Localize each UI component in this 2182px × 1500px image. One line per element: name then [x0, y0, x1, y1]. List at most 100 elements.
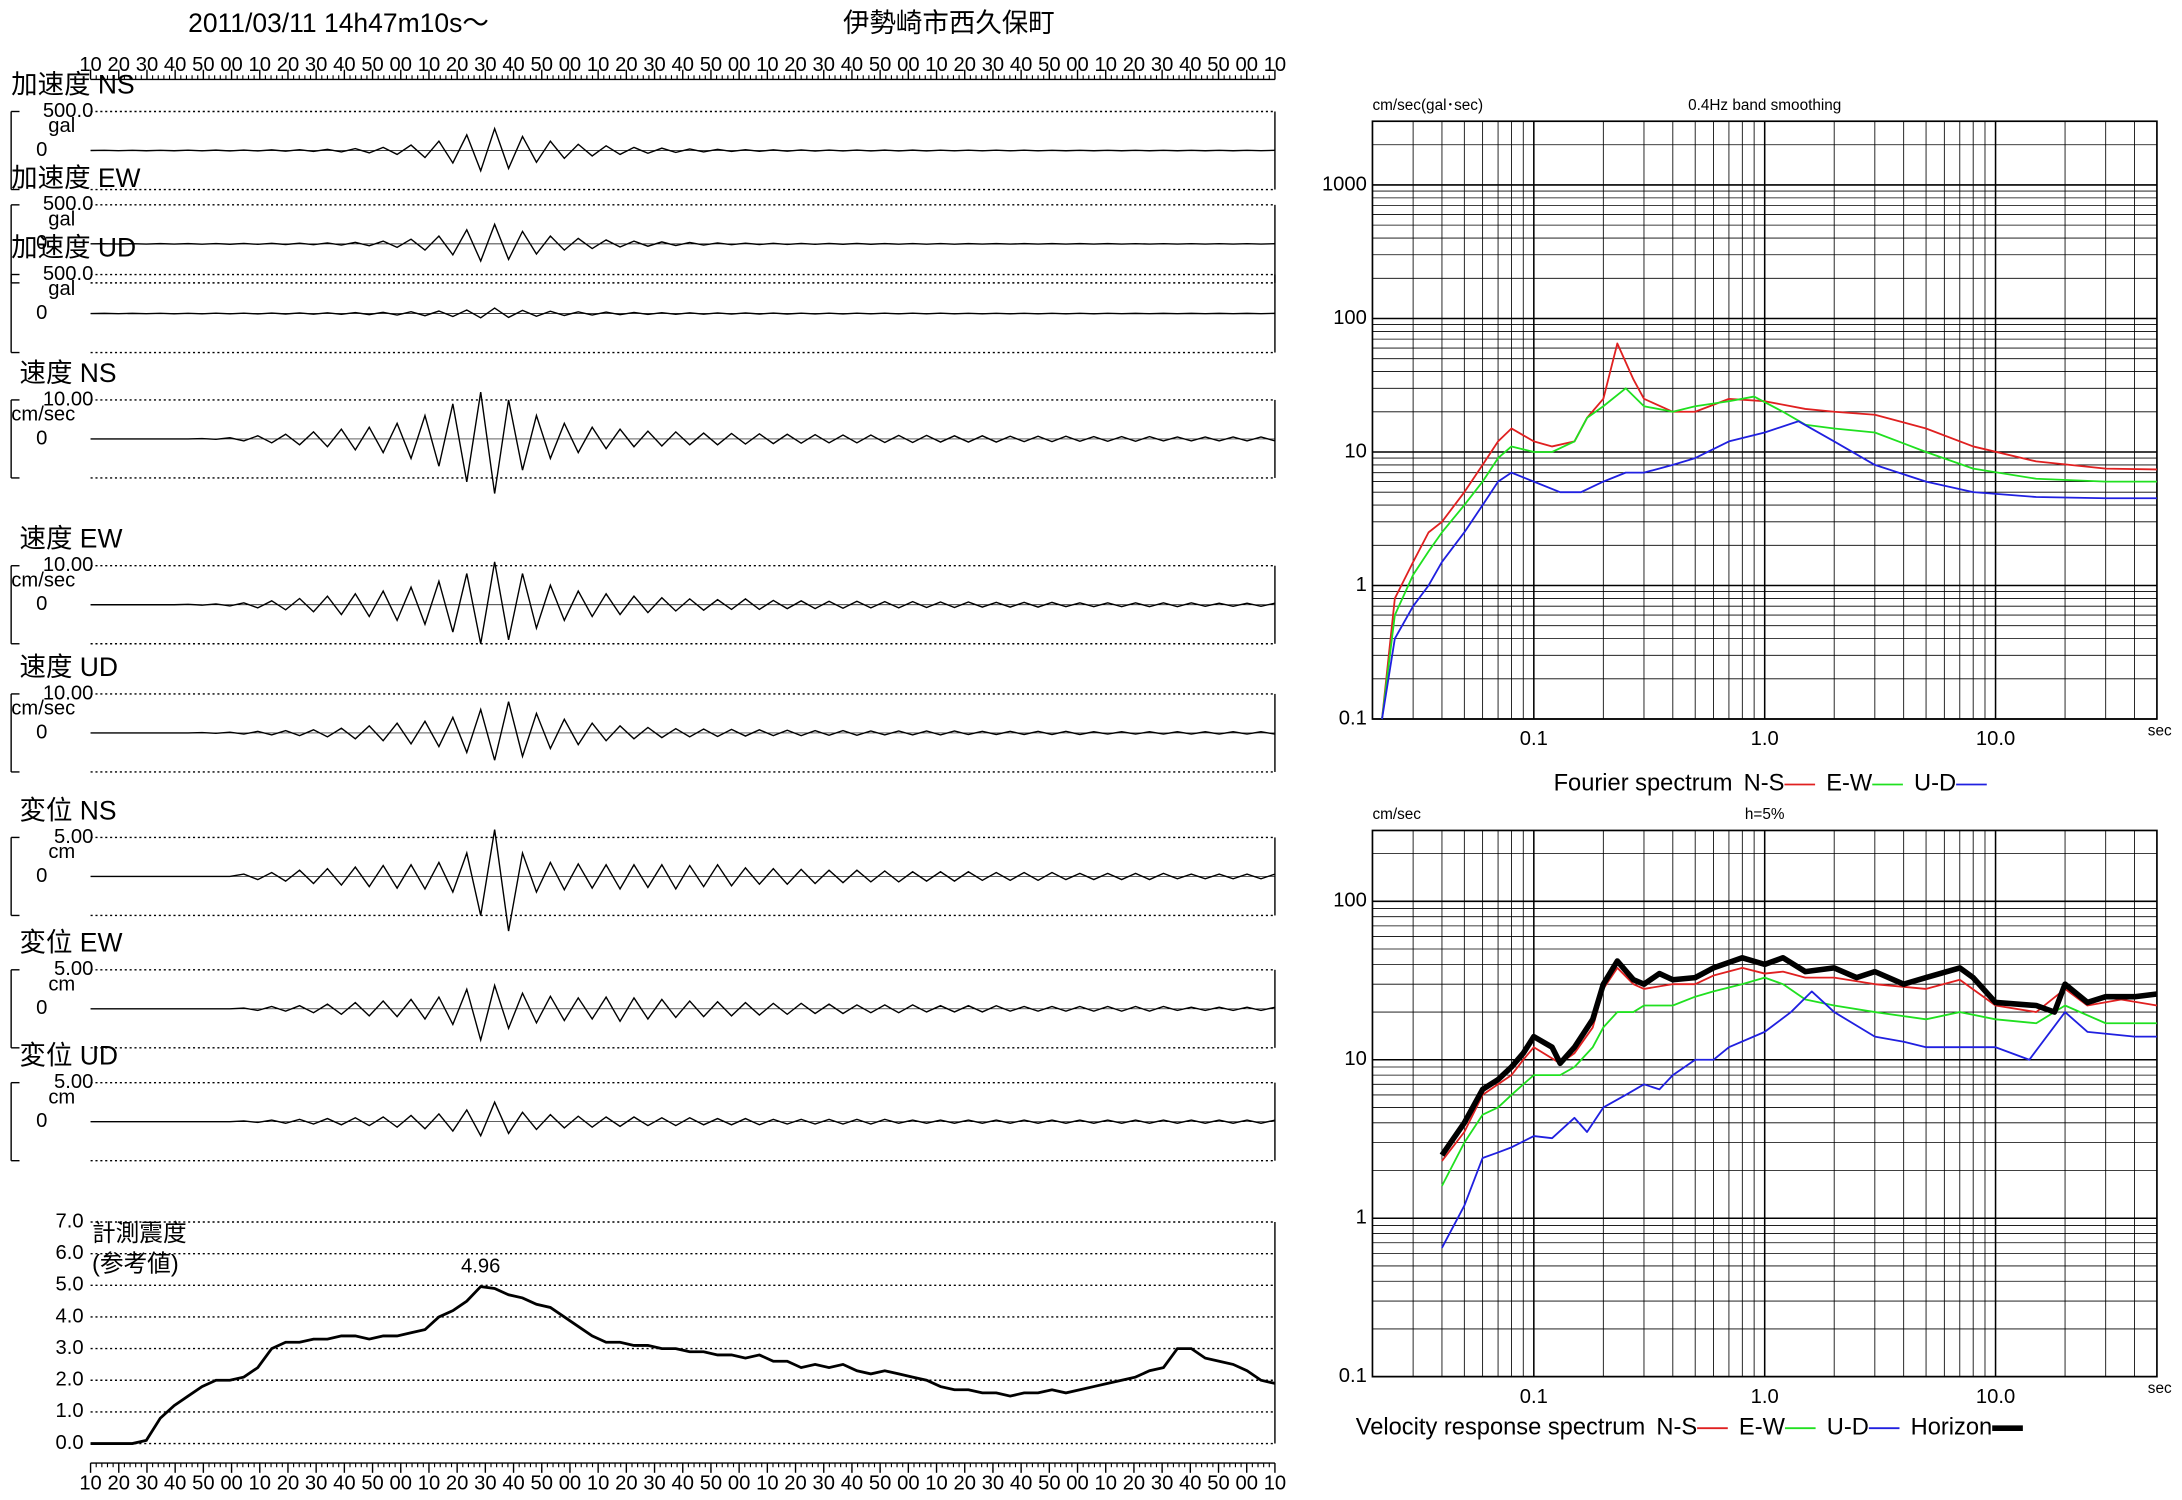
time-label: 10	[587, 1472, 609, 1494]
trace	[90, 126, 1275, 173]
time-label: 30	[474, 1472, 496, 1494]
y-tick-label: 10.00	[43, 388, 94, 410]
datetime: 2011/03/11 14h47m10s〜	[188, 8, 489, 38]
y-tick-label: 1	[1356, 574, 1367, 596]
time-label: 50	[869, 1472, 891, 1494]
x-tick-label: 0.1	[1520, 1386, 1548, 1408]
unit-label: cm/sec	[11, 698, 75, 720]
time-label: 20	[784, 1472, 806, 1494]
time-label: 20	[784, 54, 806, 76]
time-label: 00	[1235, 1472, 1257, 1494]
y-tick-label: 7.0	[56, 1210, 84, 1232]
time-label: 20	[108, 54, 130, 76]
time-label: 40	[502, 1472, 524, 1494]
y-tick-label: 2.0	[56, 1369, 84, 1391]
legend-label: N-S	[1656, 1414, 1697, 1440]
spectrum-line	[1381, 420, 2157, 720]
time-label: 30	[305, 54, 327, 76]
trace	[90, 392, 1276, 494]
time-label: 00	[220, 1472, 242, 1494]
time-label: 50	[192, 54, 214, 76]
time-label: 30	[305, 1472, 327, 1494]
trace	[90, 222, 1275, 263]
panel-title: h=5%	[1745, 806, 1785, 823]
time-label: 20	[1123, 54, 1145, 76]
y-tick-label: 0	[36, 593, 47, 615]
trace-title: 変位 UD	[20, 1041, 119, 1071]
time-label: 50	[1038, 1472, 1060, 1494]
unit-label: cm	[48, 1086, 75, 1108]
trace-title: 速度 EW	[20, 524, 123, 554]
time-label: 40	[841, 1472, 863, 1494]
time-label: 00	[390, 1472, 412, 1494]
y-tick-label: 6.0	[56, 1242, 84, 1264]
time-label: 20	[615, 54, 637, 76]
y-tick-label: 0	[36, 997, 47, 1019]
time-label: 40	[1010, 54, 1032, 76]
time-label: 30	[474, 54, 496, 76]
time-label: 00	[897, 1472, 919, 1494]
y-tick-label: 0.1	[1339, 1365, 1367, 1387]
y-tick-label: 0	[36, 865, 47, 887]
time-label: 50	[531, 1472, 553, 1494]
time-label: 40	[1179, 54, 1201, 76]
x-axis-label: sec	[2148, 1380, 2172, 1397]
time-label: 50	[700, 54, 722, 76]
y-tick-label: 10	[1344, 440, 1366, 462]
x-tick-label: 1.0	[1751, 728, 1779, 750]
trace	[90, 307, 1275, 319]
x-tick-label: 1.0	[1751, 1386, 1779, 1408]
legend-title: Fourier spectrum	[1554, 771, 1733, 797]
time-label: 10	[925, 1472, 947, 1494]
trace	[90, 1100, 1276, 1138]
y-tick-label: 1000	[1322, 173, 1367, 195]
trace-title: 加速度 UD	[11, 232, 136, 262]
trace	[90, 982, 1276, 1043]
time-label: 40	[333, 54, 355, 76]
legend-label: E-W	[1739, 1414, 1786, 1440]
time-label: 10	[1094, 54, 1116, 76]
time-label: 30	[813, 54, 835, 76]
y-tick-label: 5.00	[54, 826, 93, 848]
time-label: 10	[418, 1472, 440, 1494]
unit-label: cm	[48, 973, 75, 995]
legend-label: Horizon	[1911, 1414, 1993, 1440]
time-label: 20	[954, 1472, 976, 1494]
time-label: 40	[1010, 1472, 1032, 1494]
y-tick-label: 5.0	[56, 1274, 84, 1296]
intensity-line	[90, 1285, 1276, 1445]
unit-label: gal	[48, 115, 75, 137]
legend-title: Velocity response spectrum	[1356, 1414, 1645, 1440]
time-label: 20	[108, 1472, 130, 1494]
trace	[90, 829, 1276, 932]
time-label: 00	[559, 54, 581, 76]
y-tick-label: 0.1	[1339, 707, 1367, 729]
time-label: 00	[1066, 1472, 1088, 1494]
legend-label: N-S	[1744, 771, 1785, 797]
unit-label: cm/sec	[11, 404, 75, 426]
trace-title: 変位 EW	[20, 928, 123, 958]
time-label: 50	[700, 1472, 722, 1494]
spectrum-line	[1441, 967, 2158, 1162]
spectrum-line	[1441, 990, 2157, 1249]
time-label: 10	[1264, 54, 1286, 76]
time-label: 30	[1151, 1472, 1173, 1494]
peak-annotation: 4.96	[461, 1255, 500, 1277]
time-label: 40	[841, 54, 863, 76]
time-label: 10	[249, 54, 271, 76]
time-label: 40	[333, 1472, 355, 1494]
time-label: 40	[164, 54, 186, 76]
legend-label: U-D	[1914, 771, 1956, 797]
y-axis-label: cm/sec	[1372, 806, 1421, 823]
time-label: 30	[136, 54, 158, 76]
time-label: 30	[643, 1472, 665, 1494]
time-label: 40	[1179, 1472, 1201, 1494]
time-label: 20	[446, 54, 468, 76]
location: 伊勢崎市西久保町	[843, 8, 1055, 38]
time-label: 10	[1264, 1472, 1286, 1494]
trace	[90, 701, 1276, 761]
time-label: 10	[756, 54, 778, 76]
time-label: 30	[643, 54, 665, 76]
y-tick-label: 100	[1333, 307, 1367, 329]
